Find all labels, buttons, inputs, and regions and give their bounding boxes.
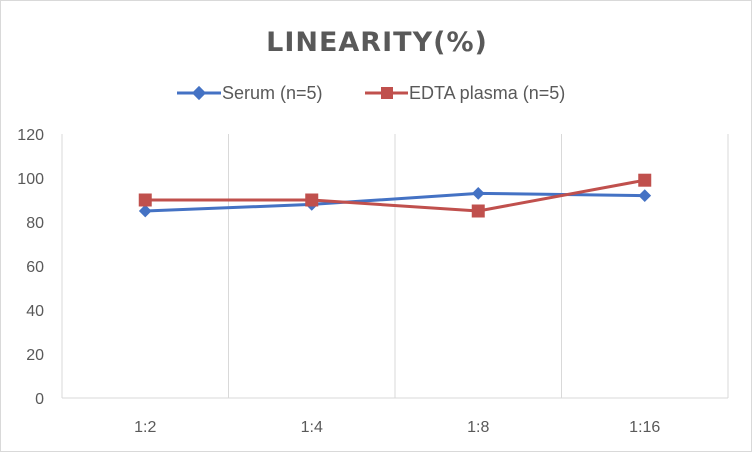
- x-tick-label: 1:16: [629, 419, 660, 436]
- gridlines: [61, 134, 729, 399]
- x-axis-ticks: 1:2 1:4 1:8 1:16: [134, 419, 660, 436]
- data-point-edta: [471, 204, 485, 218]
- series-line-edta: [145, 178, 646, 213]
- data-point-serum: [138, 204, 152, 218]
- legend-edta-marker: [381, 87, 393, 99]
- legend-serum-label: Serum (n=5): [222, 83, 323, 103]
- y-tick-label: 80: [26, 215, 44, 232]
- legend-item-serum: Serum (n=5): [177, 83, 323, 103]
- legend-edta-label: EDTA plasma (n=5): [409, 83, 565, 103]
- legend-item-edta: EDTA plasma (n=5): [365, 83, 565, 103]
- series-layer: [138, 173, 652, 218]
- chart-title: LINEARITY(%): [266, 27, 488, 58]
- y-tick-label: 40: [26, 303, 44, 320]
- data-point-serum: [471, 187, 485, 200]
- data-point-edta: [305, 193, 319, 207]
- data-point-edta: [638, 173, 652, 187]
- y-tick-label: 0: [35, 391, 44, 408]
- x-tick-label: 1:2: [134, 419, 156, 436]
- y-axis-ticks: 0 20 40 60 80 100 120: [17, 127, 44, 408]
- legend: Serum (n=5) EDTA plasma (n=5): [177, 83, 565, 103]
- data-point-serum: [638, 189, 652, 202]
- x-tick-label: 1:4: [301, 419, 323, 436]
- data-point-edta: [138, 193, 152, 207]
- x-tick-label: 1:8: [467, 419, 489, 436]
- y-tick-label: 120: [17, 127, 44, 144]
- y-tick-label: 100: [17, 171, 44, 188]
- legend-serum-marker: [191, 85, 207, 101]
- y-tick-label: 60: [26, 259, 44, 276]
- y-tick-label: 20: [26, 347, 44, 364]
